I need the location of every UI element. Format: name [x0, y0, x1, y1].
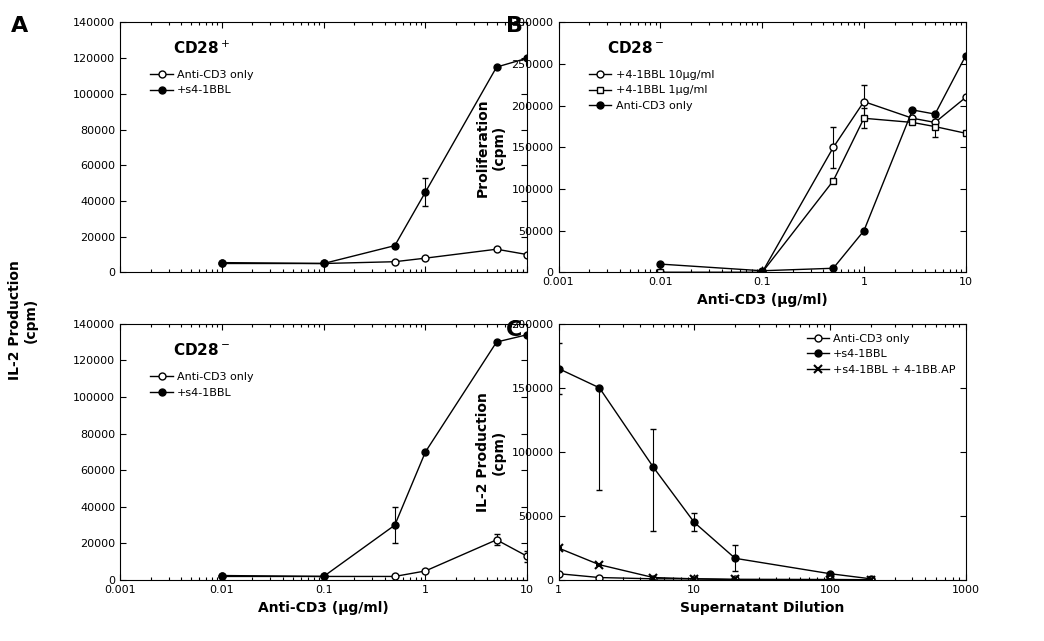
Y-axis label: IL-2 Production
(cpm): IL-2 Production (cpm) [476, 392, 506, 512]
Legend: Anti-CD3 only, +s4-1BBL, +s4-1BBL + 4-1BB.AP: Anti-CD3 only, +s4-1BBL, +s4-1BBL + 4-1B… [802, 329, 960, 379]
Text: B: B [506, 16, 523, 36]
Legend: +4-1BBL 10μg/ml, +4-1BBL 1μg/ml, Anti-CD3 only: +4-1BBL 10μg/ml, +4-1BBL 1μg/ml, Anti-CD… [585, 65, 718, 115]
X-axis label: Anti-CD3 (μg/ml): Anti-CD3 (μg/ml) [258, 601, 389, 615]
Text: CD28$^-$: CD28$^-$ [608, 40, 664, 56]
Legend: Anti-CD3 only, +s4-1BBL: Anti-CD3 only, +s4-1BBL [146, 65, 258, 100]
Text: CD28$^+$: CD28$^+$ [173, 40, 230, 57]
Text: IL-2 Production
(cpm): IL-2 Production (cpm) [8, 260, 38, 381]
Text: C: C [506, 320, 523, 340]
Y-axis label: Proliferation
(cpm): Proliferation (cpm) [476, 98, 506, 197]
Legend: Anti-CD3 only, +s4-1BBL: Anti-CD3 only, +s4-1BBL [146, 368, 258, 402]
Text: CD28$^-$: CD28$^-$ [173, 342, 230, 358]
X-axis label: Anti-CD3 (μg/ml): Anti-CD3 (μg/ml) [696, 293, 828, 307]
Text: A: A [10, 16, 28, 36]
X-axis label: Supernatant Dilution: Supernatant Dilution [680, 601, 845, 615]
